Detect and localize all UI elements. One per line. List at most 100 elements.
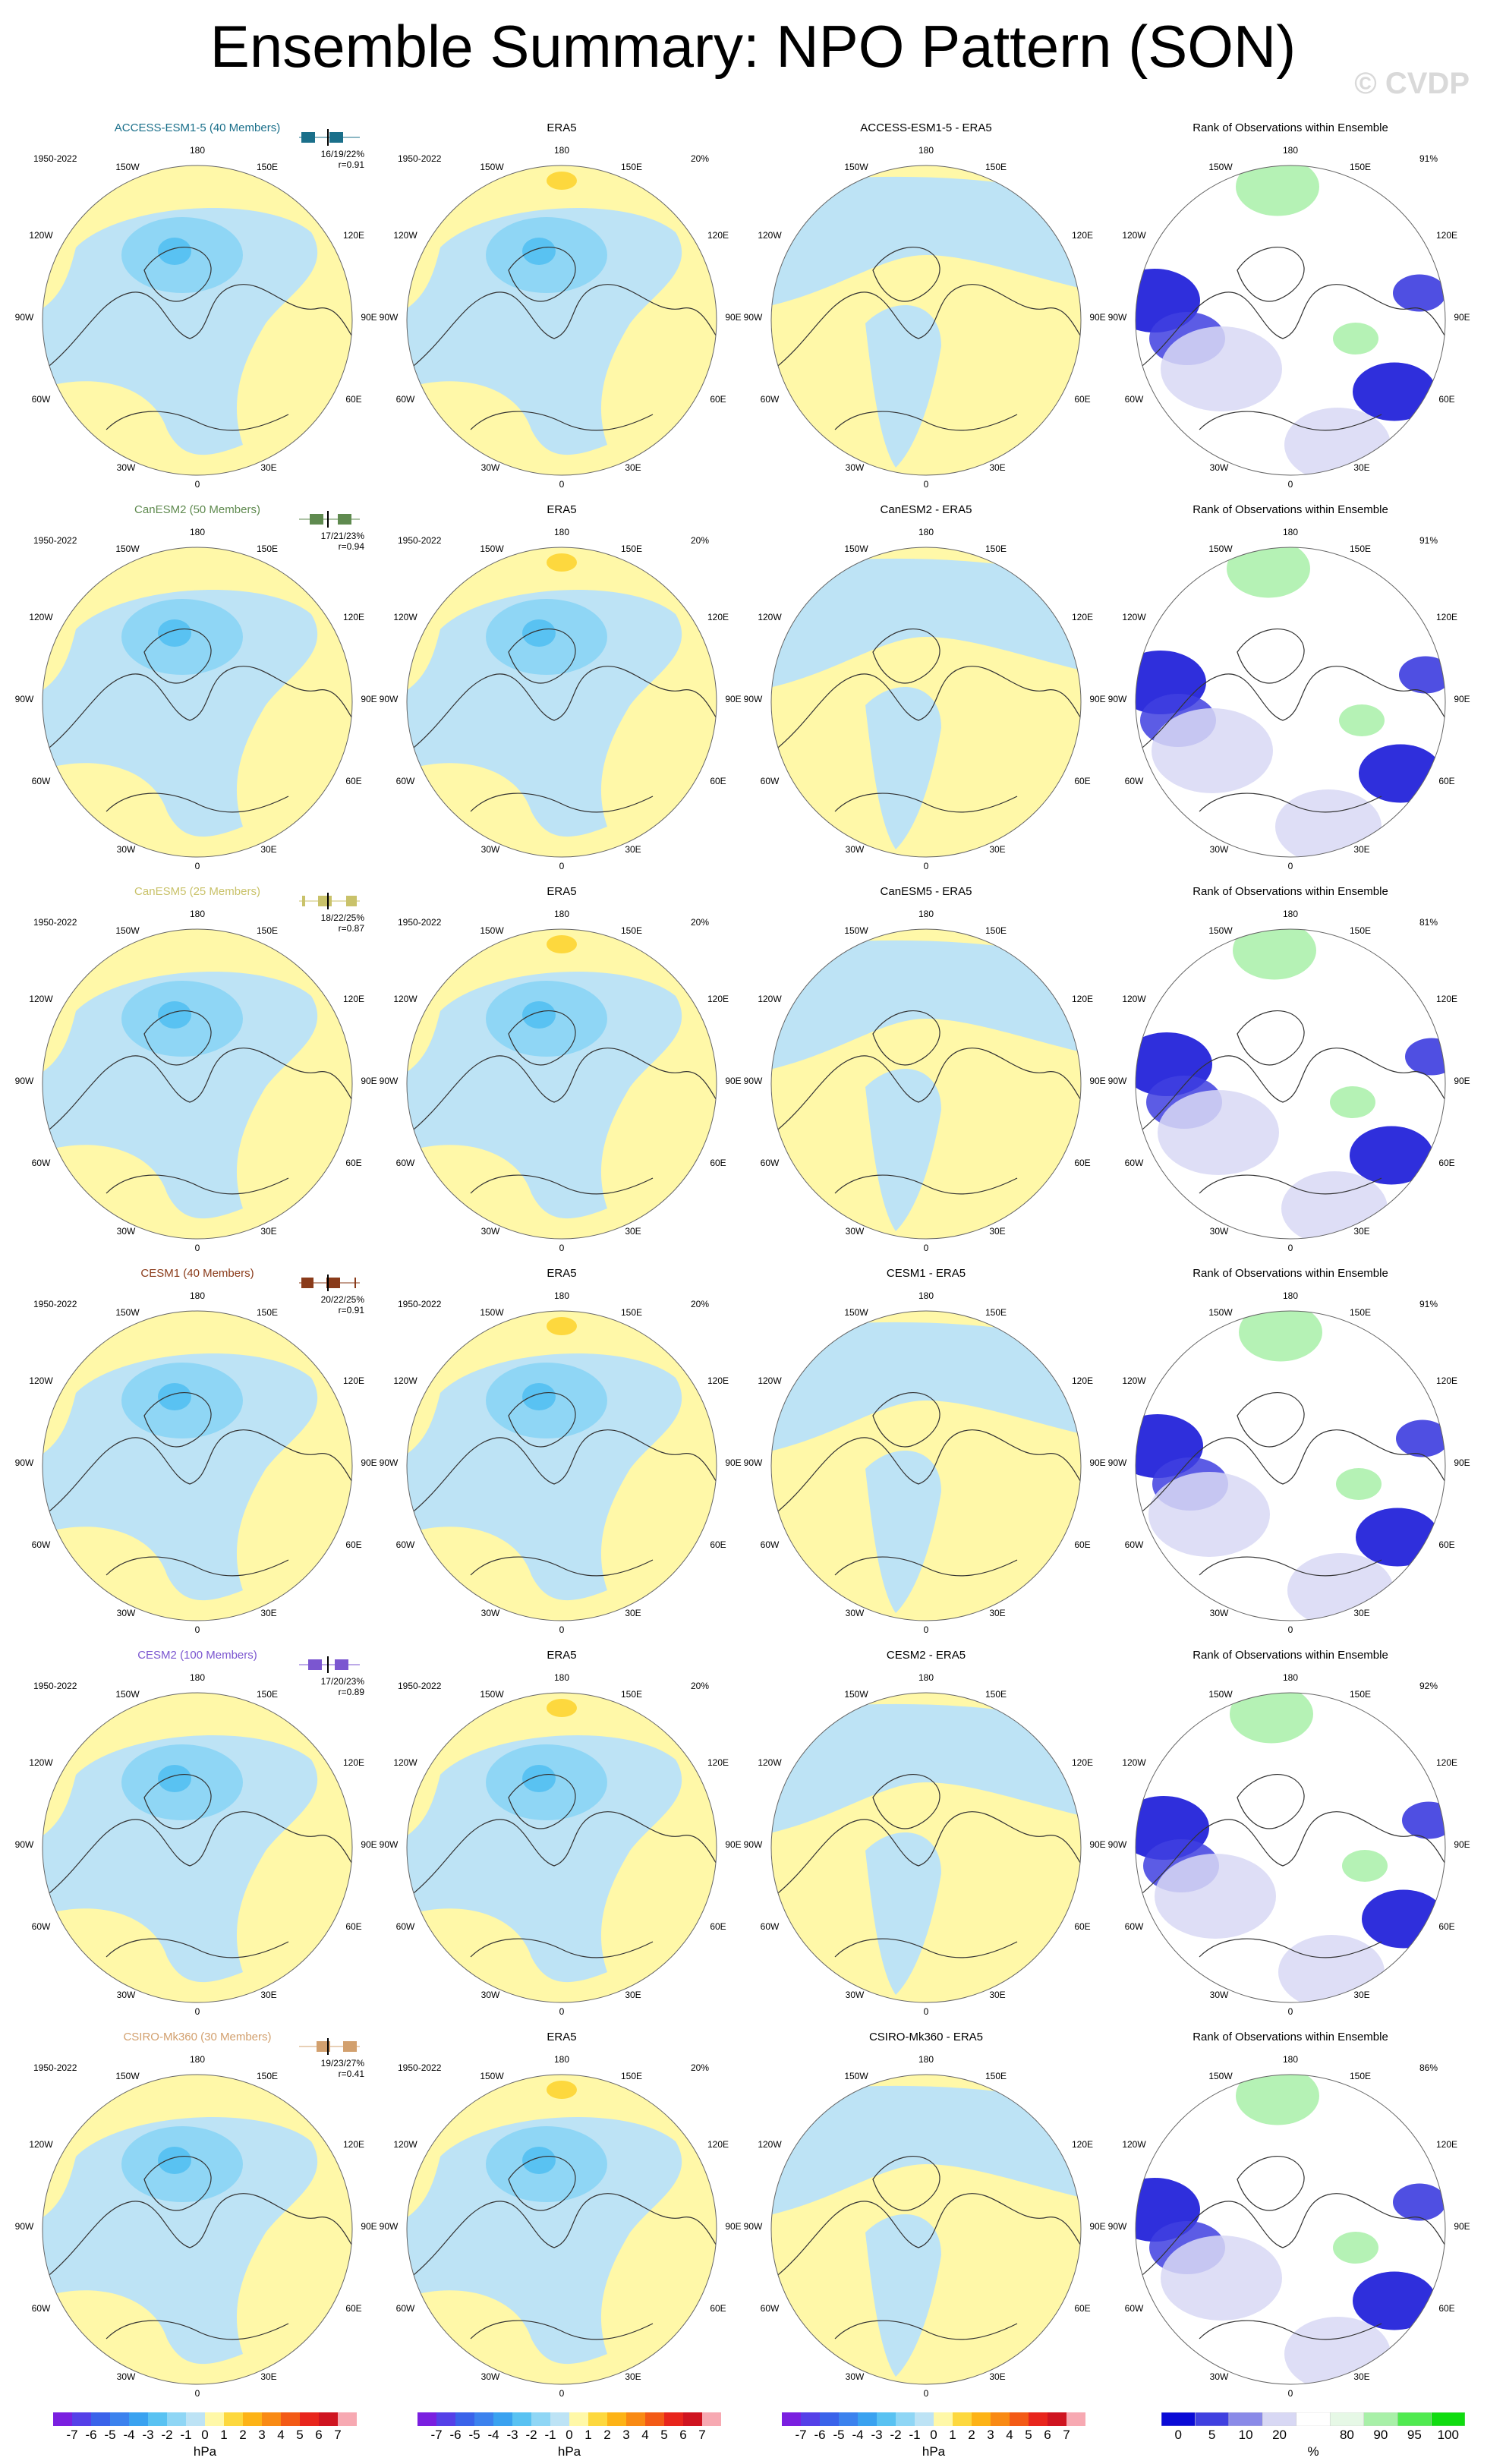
rank-blob [1236,165,1319,216]
model-map: 180 150W 150E 120W 120E 90W 90E 60W 60E 30W 30E 0 [15,1290,377,1635]
period-label: 1950-2022 [33,917,77,928]
lon-label: 150E [621,162,642,172]
coastline [834,1556,1018,1577]
colorbar-tick-label: -2 [890,2428,902,2442]
lon-label: 150E [257,1307,278,1318]
coastline [773,1429,1081,1515]
rank-blob [1399,656,1445,694]
negative-region [43,1735,318,1983]
colorbar-swatch [167,2412,186,2426]
rank-panel: Rank of Observations within Ensemble 91% 1… [1108,121,1473,490]
model-stats: 18/22/25% r=0.87 [285,912,364,934]
model-map: 180 150W 150E 120W 120E 90W 90E 60W 60E 30W 30E 0 [15,909,377,1253]
coastline [872,1010,940,1066]
lon-label: 0 [195,1624,200,1635]
colorbar-tick-label: 95 [1407,2428,1422,2442]
rank-blob [1359,744,1442,803]
lon-label: 120E [1436,1375,1457,1386]
lon-label: 120E [1072,1375,1093,1386]
diff-panel-title: CESM1 - ERA5 [886,1267,966,1280]
colorbar-swatch [683,2412,702,2426]
diff-map-container: 180 150W 150E 120W 120E 90W 90E 60W 60E 30W 30E 0 [744,1668,1108,2018]
rank-map: 180 150W 150E 120W 120E 90W 90E 60W 60E 30W 30E 0 [1108,1290,1470,1635]
model-map: 180 150W 150E 120W 120E 90W 90E 60W 60E 30W 30E 0 [15,2054,377,2399]
lon-label: 120W [758,1375,782,1386]
lon-label: 60E [1438,394,1454,405]
lon-label: 120W [393,612,417,622]
colorbar-swatch [645,2412,664,2426]
lon-label: 120E [343,1757,364,1768]
lon-label: 60W [761,776,780,786]
lon-label: 180 [1283,909,1298,919]
obs-map-container: 180 150W 150E 120W 120E 90W 90E 60W 60E 30W 30E 0 [380,905,744,1254]
colorbar-tick-label: 6 [679,2428,687,2442]
lon-label: 60E [1074,1158,1090,1168]
lon-label: 30E [989,1608,1005,1618]
lon-label: 30W [117,462,136,473]
period-label: 1950-2022 [33,1681,77,1691]
colorbar-hpa-2: -7 -6 -5 -4 -3 -2 -1 0 1 2 3 4 5 6 7 hPa [417,2412,721,2461]
lon-label: 120W [393,2139,417,2150]
coastline [45,284,352,370]
positive-core [547,553,577,572]
lon-label: 90E [361,312,376,323]
lon-label: 30E [260,462,276,473]
lon-label: 0 [559,2006,565,2017]
lon-label: 60E [1074,2303,1090,2314]
colorbar-swatch [224,2412,243,2426]
positive-core [547,1699,577,1717]
model-panel-title: CESM2 (100 Members) [137,1649,257,1662]
colorbar-swatch [1010,2412,1029,2426]
map-outline [42,1692,353,2003]
rank-panel-title: Rank of Observations within Ensemble [1193,121,1388,134]
rank-blob [1161,326,1282,411]
obs-map: 180 150W 150E 120W 120E 90W 90E 60W 60E 30W 30E 0 [380,2054,742,2399]
lon-label: 120W [393,994,417,1004]
lon-label: 90E [1089,1457,1105,1468]
diff-map: 180 150W 150E 120W 120E 90W 90E 60W 60E 30W 30E 0 [744,2054,1106,2399]
coastline [1138,1429,1445,1515]
negative-region [43,1353,318,1601]
lon-label: 150E [257,162,278,172]
lon-label: 30E [260,1990,276,2000]
ensemble-spread [298,1275,361,1291]
ensemble-spread-icon [299,511,360,528]
model-map: 180 150W 150E 120W 120E 90W 90E 60W 60E 30W 30E 0 [15,1672,377,2017]
lon-label: 120W [29,1375,53,1386]
lon-label: 30E [260,2371,276,2382]
lon-label: 150E [1350,162,1371,172]
colorbar-swatch [417,2412,436,2426]
negative-center [522,2147,556,2174]
lon-label: 60W [761,394,780,405]
model-panel: CESM2 (100 Members) 17/20/23% r=0.89 1950-2… [15,1649,380,2018]
rank-blob [1336,1468,1382,1500]
lon-label: 150E [985,2071,1007,2081]
rank-pct-label: 91% [1419,153,1438,164]
obs-pct-label: 20% [691,535,710,546]
lon-label: 150E [985,544,1007,554]
lon-label: 150E [1350,2071,1371,2081]
colorbar-tick-label: 1 [949,2428,956,2442]
rank-panel: Rank of Observations within Ensemble 81% 1… [1108,885,1473,1254]
map-outline [770,547,1082,858]
rank-pct-label: 81% [1419,917,1438,928]
colorbar-tick-label: -6 [814,2428,826,2442]
lon-label: 30E [260,1226,276,1237]
coastline [1237,1774,1305,1829]
lon-label: 150E [985,162,1007,172]
lon-label: 90W [1108,1457,1127,1468]
rank-map-container: 180 150W 150E 120W 120E 90W 90E 60W 60E 30W 30E 0 [1108,1287,1473,1636]
lon-label: 150W [115,544,140,554]
positive-core [547,2081,577,2099]
lon-label: 90W [15,2221,34,2232]
colorbar-swatch [186,2412,205,2426]
lon-label: 180 [554,527,569,537]
coastline [834,792,1018,813]
map-outline [42,2074,353,2385]
lon-label: 90E [725,1457,741,1468]
lon-label: 150W [844,1689,868,1700]
map-outline [770,165,1082,476]
colorbar-tick-label: 5 [660,2428,668,2442]
lon-label: 30W [117,1226,136,1237]
colorbar-swatch [455,2412,474,2426]
